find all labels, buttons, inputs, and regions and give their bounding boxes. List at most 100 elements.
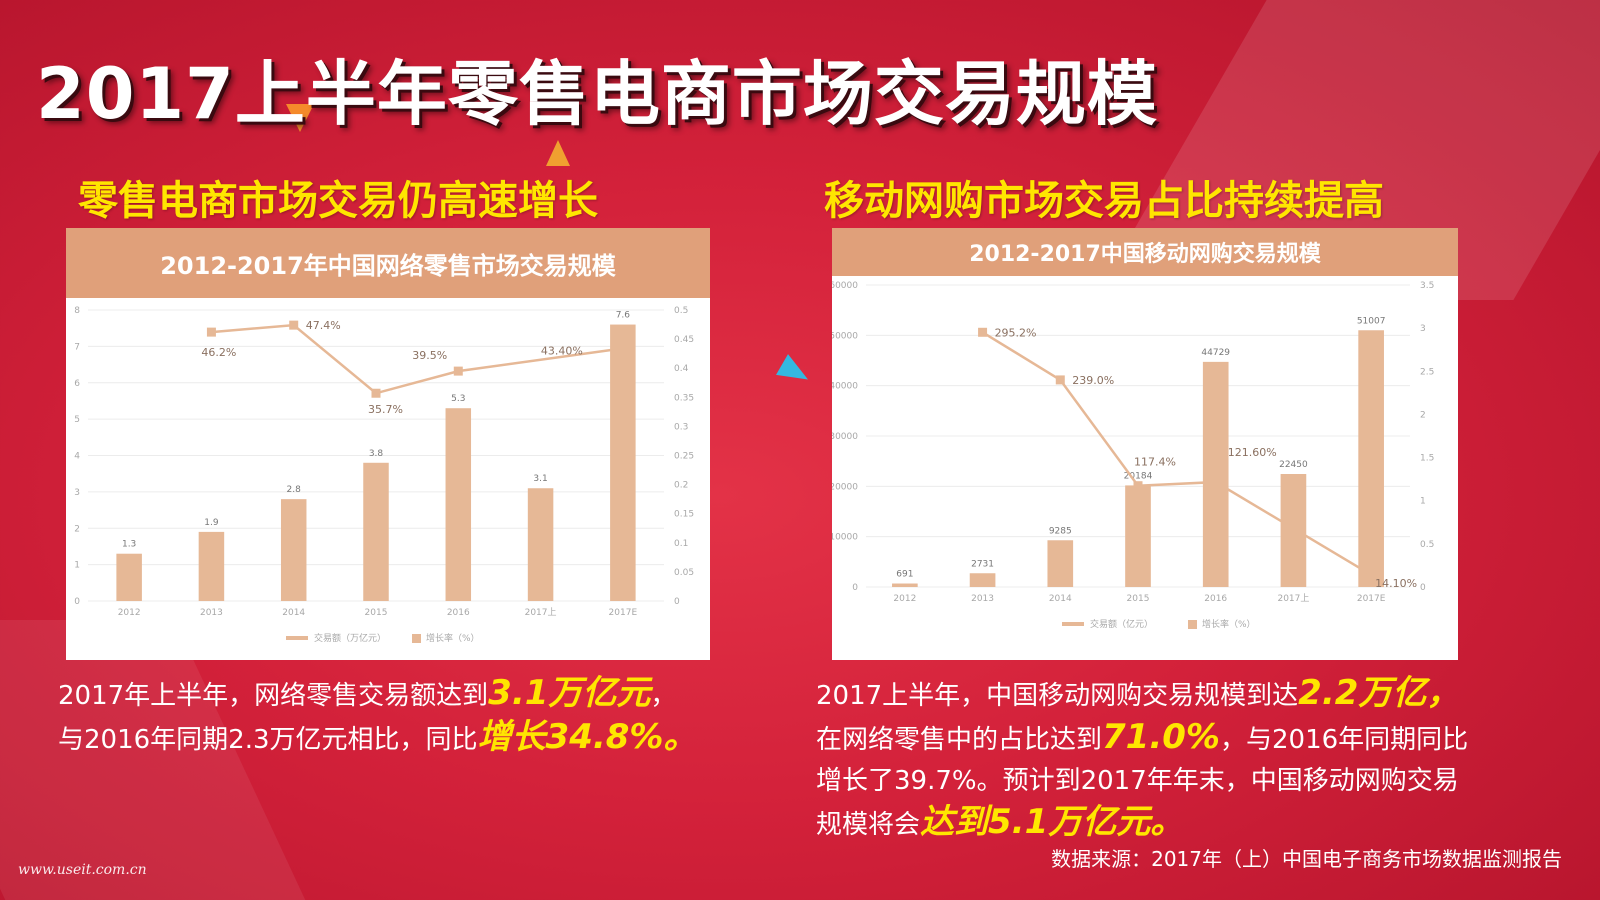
- left-subtitle: 零售电商市场交易仍高速增长: [78, 178, 598, 224]
- left-chart-y-tick-label: 8: [74, 306, 80, 316]
- right-chart-growth-line: [981, 331, 1372, 576]
- right-chart-growth-marker: [1055, 375, 1065, 385]
- left-text-2a: 与2016年同期2.3万亿元相比，同比: [58, 725, 478, 755]
- left-chart-bar-value-label: 1.3: [122, 540, 136, 550]
- right-chart-x-tick-label: 2017E: [1357, 594, 1386, 604]
- right-chart-x-tick-label: 2012: [893, 594, 916, 604]
- right-chart-legend-swatch-line: [1062, 622, 1084, 626]
- right-chart-bar: [1358, 330, 1384, 587]
- right-subtitle: 移动网购市场交易占比持续提高: [824, 178, 1384, 224]
- left-chart-y2-tick-label: 0.3: [674, 422, 688, 432]
- right-highlight-share: 71.0%: [1102, 717, 1220, 757]
- right-chart-legend-label: 增长率（%）: [1202, 618, 1256, 630]
- left-chart-x-tick-label: 2014: [282, 608, 305, 618]
- left-chart-y2-tick-label: 0.15: [674, 510, 694, 520]
- left-text-line-2: 与2016年同期2.3万亿元相比，同比增长34.8%。: [58, 717, 698, 761]
- right-chart-x-tick-label: 2016: [1204, 594, 1227, 604]
- right-chart-y2-tick-label: 0.5: [1420, 540, 1434, 550]
- left-chart-legend-swatch-box: [412, 634, 421, 643]
- right-text-line-2: 在网络零售中的占比达到71.0%，与2016年同期同比: [816, 717, 1468, 761]
- right-chart-y-tick-label: 0: [852, 583, 858, 593]
- right-chart-panel: 2012-2017中国移动网购交易规模 0 10000 20000 30000 4000…: [832, 228, 1458, 660]
- right-chart: 0 10000 20000 30000 40000 50000 60000 0 0.5 1 1.5 2…: [832, 281, 1434, 630]
- right-chart-legend-label: 交易额（亿元）: [1090, 618, 1153, 630]
- right-chart-y2-tick-label: 2.5: [1420, 367, 1434, 377]
- left-chart-bar: [445, 408, 472, 601]
- right-chart-y-tick-label: 20000: [832, 482, 858, 492]
- right-chart-y2-tick-label: 3.5: [1420, 281, 1434, 291]
- left-chart-y2-tick-label: 0: [674, 597, 680, 607]
- right-chart-bar: [969, 573, 996, 587]
- right-chart-bar-value-label: 20184: [1124, 471, 1153, 481]
- right-chart-x-tick-label: 2014: [1049, 594, 1072, 604]
- right-chart-bar-value-label: 9285: [1049, 526, 1072, 536]
- left-chart-bar: [198, 531, 225, 601]
- left-chart-x-tick-label: 2016: [447, 608, 470, 618]
- left-chart-growth-marker: [206, 327, 216, 337]
- right-chart-growth-marker: [978, 327, 988, 337]
- right-chart-bar: [1280, 474, 1307, 587]
- left-chart-y-tick-label: 2: [74, 524, 80, 534]
- left-chart-y2-tick-label: 0.1: [674, 539, 688, 549]
- right-chart-title: 2012-2017中国移动网购交易规模: [832, 228, 1458, 276]
- left-chart-legend-label: 增长率（%）: [426, 632, 480, 644]
- watermark: www.useit.com.cn: [18, 862, 147, 878]
- right-chart-x-tick-label: 2017上: [1277, 593, 1309, 604]
- left-text-1a: 2017年上半年，网络零售交易额达到: [58, 681, 489, 711]
- left-chart-bar: [610, 324, 636, 601]
- decorative-triangle: [776, 354, 814, 390]
- right-chart-bar-value-label: 2731: [971, 559, 994, 569]
- right-chart-growth-label: 117.4%: [1134, 456, 1176, 469]
- right-text-4a: 规模将会: [816, 810, 921, 840]
- left-chart-bar: [116, 553, 142, 601]
- left-chart-bar-value-label: 2.8: [287, 485, 302, 495]
- left-highlight-growth: 增长34.8%。: [477, 717, 698, 757]
- left-chart-growth-label: 35.7%: [368, 403, 403, 416]
- right-chart-y2-tick-label: 2: [1420, 410, 1426, 420]
- right-description: 2017上半年，中国移动网购交易规模到达2.2万亿， 在网络零售中的占比达到71…: [816, 673, 1468, 846]
- right-chart-bar: [1047, 540, 1074, 587]
- right-highlight-amount: 2.2万亿，: [1298, 673, 1461, 713]
- right-text-line-1: 2017上半年，中国移动网购交易规模到达2.2万亿，: [816, 673, 1468, 717]
- right-chart-bar: [1202, 361, 1229, 587]
- right-chart-y2-tick-label: 0: [1420, 583, 1426, 593]
- left-chart-y2-tick-label: 0.05: [674, 568, 694, 578]
- left-chart-growth-marker: [371, 388, 381, 398]
- left-chart-growth-label: 39.5%: [412, 349, 447, 362]
- right-chart-y-tick-label: 60000: [832, 281, 858, 291]
- right-chart-bar-value-label: 691: [896, 570, 913, 580]
- right-chart-y2-tick-label: 1.5: [1420, 454, 1434, 464]
- left-chart-growth-marker: [289, 320, 299, 330]
- right-chart-growth-marker: [1366, 570, 1376, 580]
- left-description: 2017年上半年，网络零售交易额达到3.1万亿元， 与2016年同期2.3万亿元…: [58, 673, 698, 761]
- left-chart-bar-value-label: 3.8: [369, 449, 384, 459]
- right-chart-y2-tick-label: 3: [1420, 324, 1426, 334]
- left-chart-x-tick-label: 2017上: [525, 607, 557, 618]
- right-chart-y-tick-label: 10000: [832, 533, 858, 543]
- right-chart-growth-label: 295.2%: [995, 326, 1037, 339]
- right-chart-y-tick-label: 40000: [832, 382, 858, 392]
- left-chart-title: 2012-2017年中国网络零售市场交易规模: [66, 228, 710, 298]
- left-chart-y-tick-label: 5: [74, 415, 80, 425]
- right-text-1a: 2017上半年，中国移动网购交易规模到达: [816, 681, 1299, 711]
- left-chart-y-tick-label: 1: [74, 561, 80, 571]
- right-chart-legend-swatch-box: [1188, 620, 1197, 629]
- decorative-triangle: [546, 140, 570, 166]
- page-title: 2017上半年零售电商市场交易规模: [36, 53, 1158, 135]
- right-chart-growth-label: 121.60%: [1228, 446, 1277, 459]
- right-chart-growth-marker: [1211, 477, 1221, 487]
- left-chart-bar: [527, 488, 554, 601]
- left-chart-x-tick-label: 2015: [365, 608, 388, 618]
- left-highlight-amount: 3.1万亿元: [488, 673, 651, 713]
- left-chart-y-tick-label: 6: [74, 379, 80, 389]
- left-chart-bar-value-label: 3.1: [533, 474, 547, 484]
- right-chart-x-tick-label: 2015: [1127, 594, 1150, 604]
- left-chart-y2-tick-label: 0.25: [674, 452, 694, 462]
- left-chart-bar-value-label: 7.6: [616, 311, 631, 321]
- left-chart-y-tick-label: 4: [74, 452, 80, 462]
- data-source: 数据来源：2017年（上）中国电子商务市场数据监测报告: [1051, 847, 1562, 871]
- left-chart-bar-value-label: 1.9: [204, 518, 219, 528]
- left-chart-bar: [280, 499, 307, 601]
- left-chart-y2-tick-label: 0.4: [674, 364, 689, 374]
- right-chart-y-tick-label: 30000: [832, 432, 858, 442]
